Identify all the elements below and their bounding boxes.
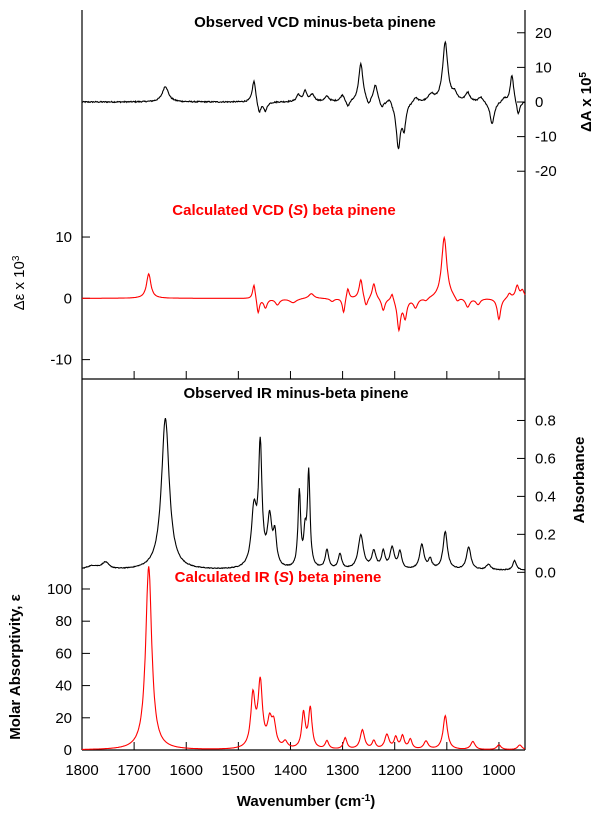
x-tick-label: 1300 bbox=[326, 762, 359, 779]
x-tick-label: 1400 bbox=[274, 762, 307, 779]
vcd-calculated-title: Calculated VCD (S) beta pinene bbox=[172, 202, 395, 219]
x-tick-label: 1000 bbox=[482, 762, 515, 779]
x-axis-title: Wavenumber (cm-1) bbox=[237, 793, 375, 811]
ir-observed-ytick-label: 0.0 bbox=[535, 564, 556, 581]
ir-calculated-ylabel: Molar Absorptivity, ε bbox=[7, 594, 24, 739]
vcd-calculated-ylabel: Δε x 103 bbox=[11, 255, 29, 310]
x-tick-label: 1600 bbox=[170, 762, 203, 779]
vcd-calculated-left-axis: 10 0 -10 bbox=[50, 229, 90, 369]
ir-calculated-ytick-label: 100 bbox=[47, 581, 72, 598]
vcd-observed-ylabel: ΔA x 105 bbox=[578, 72, 596, 132]
vcd-observed-ytick-label: -10 bbox=[535, 129, 557, 146]
vcd-observed-series-line bbox=[81, 40, 526, 150]
x-tick-label: 1200 bbox=[378, 762, 411, 779]
ir-calculated-ytick-label: 0 bbox=[64, 742, 72, 759]
ir-calculated-ytick-label: 60 bbox=[55, 645, 72, 662]
x-tick-label: 1700 bbox=[117, 762, 150, 779]
x-tick-label: 1100 bbox=[431, 762, 463, 779]
frame bbox=[81, 10, 526, 751]
vcd-calculated-ytick-label: -10 bbox=[50, 352, 72, 369]
vcd-observed-ytick-label: -20 bbox=[535, 163, 557, 180]
vcd-calculated-ytick-label: 10 bbox=[55, 229, 72, 246]
ir-calculated-ytick-label: 80 bbox=[55, 613, 72, 630]
x-tick-label: 1500 bbox=[222, 762, 255, 779]
ir-observed-ytick-label: 0.2 bbox=[535, 526, 556, 543]
ir-calculated-ytick-label: 40 bbox=[55, 678, 72, 695]
ir-observed-ytick-label: 0.6 bbox=[535, 450, 556, 467]
ir-observed-ytick-label: 0.8 bbox=[535, 412, 556, 429]
vcd-observed-ytick-label: 10 bbox=[535, 59, 552, 76]
ir-observed-ylabel: Absorbance bbox=[571, 437, 588, 524]
ir-calculated-ytick-label: 20 bbox=[55, 710, 72, 727]
ir-calculated-title: Calculated IR (S) beta pinene bbox=[175, 569, 382, 586]
ir-observed-series-line bbox=[82, 417, 526, 571]
ir-calculated-series-line bbox=[82, 566, 526, 750]
vcd-observed-ytick-label: 20 bbox=[535, 25, 552, 42]
vcd-observed-ytick-label: 0 bbox=[535, 94, 543, 111]
ir-observed-title: Observed IR minus-beta pinene bbox=[183, 385, 408, 402]
ir-calculated-left-axis: 100 80 60 40 20 0 bbox=[47, 581, 90, 759]
x-tick-label: 1800 bbox=[65, 762, 98, 779]
vcd-calculated-ytick-label: 0 bbox=[64, 290, 72, 307]
x-axis: 1800 1700 1600 1500 1400 1300 1200 1100 1000 bbox=[65, 371, 516, 779]
ir-observed-ytick-label: 0.4 bbox=[535, 488, 556, 505]
vcd-calculated-series-line bbox=[82, 235, 526, 333]
vcd-observed-right-axis: 20 10 0 -10 -20 bbox=[517, 25, 557, 180]
ir-observed-right-axis: 0.8 0.6 0.4 0.2 0.0 bbox=[517, 412, 556, 581]
vcd-observed-title: Observed VCD minus-beta pinene bbox=[194, 14, 436, 31]
